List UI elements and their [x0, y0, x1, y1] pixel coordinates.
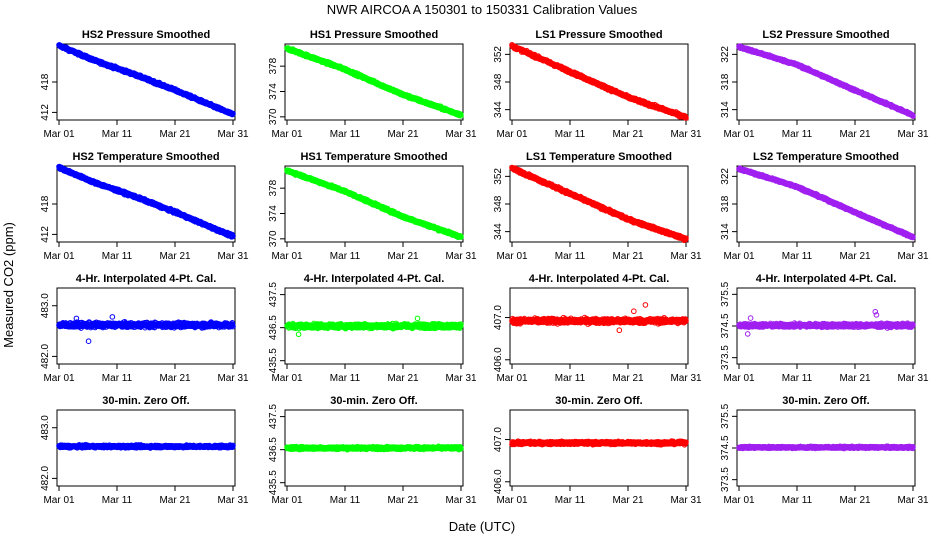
panel-title: LS1 Pressure Smoothed — [535, 29, 662, 41]
y-tick-label: 378 — [268, 57, 279, 74]
y-axis-label: Measured CO2 (ppm) — [1, 222, 16, 348]
panel-5: HS2 Temperature Smoothed 412 418 Mar 01 Mar … — [40, 151, 249, 262]
x-tick-label: Mar 31 — [445, 129, 477, 140]
x-tick-label: Mar 31 — [897, 129, 929, 140]
panel-2: HS1 Pressure Smoothed 370 374 378 Mar 01 Mar … — [268, 29, 477, 140]
data-points — [56, 163, 236, 240]
y-tick-label: 370 — [268, 108, 279, 125]
panel-7: LS1 Temperature Smoothed 344 348 352 Mar 01 M… — [493, 151, 702, 262]
panel-title: HS2 Pressure Smoothed — [82, 29, 210, 41]
data-point — [230, 110, 236, 117]
y-tick-label: 344 — [493, 101, 504, 118]
y-tick-label: 352 — [493, 46, 504, 63]
x-tick-label: Mar 21 — [159, 251, 191, 262]
x-tick-label: Mar 11 — [555, 129, 586, 140]
panel-4: LS2 Pressure Smoothed 314 318 322 Mar 01 Mar … — [720, 29, 929, 140]
x-tick-label: Mar 01 — [496, 251, 528, 262]
x-tick-label: Mar 11 — [330, 129, 361, 140]
y-tick-label: 374 — [268, 205, 279, 222]
y-tick-label: 348 — [493, 73, 504, 90]
x-tick-label: Mar 11 — [555, 251, 586, 262]
y-tick-label: 314 — [720, 101, 731, 118]
data-points — [509, 42, 689, 121]
x-tick-label: Mar 11 — [102, 129, 133, 140]
x-tick-label: Mar 01 — [723, 129, 755, 140]
data-points — [56, 42, 236, 118]
data-points — [284, 45, 464, 119]
figure-title: NWR AIRCOA A 150301 to 150331 Calibratio… — [327, 2, 638, 17]
y-tick-label: 322 — [720, 46, 731, 63]
panel-1: HS2 Pressure Smoothed 412 418 Mar 01 Mar 11 M… — [40, 29, 249, 140]
panel-title: LS2 Pressure Smoothed — [762, 29, 889, 41]
y-tick-label: 352 — [493, 168, 504, 185]
y-tick-label: 344 — [493, 223, 504, 240]
panel-6: HS1 Temperature Smoothed 370 374 378 Mar 01 M… — [268, 151, 477, 262]
y-tick-label: 318 — [720, 73, 731, 90]
x-tick-label: Mar 21 — [839, 129, 871, 140]
x-tick-label: Mar 01 — [271, 251, 303, 262]
panel-3: LS1 Pressure Smoothed 344 348 352 Mar 01 Mar … — [493, 29, 702, 140]
x-tick-label: Mar 21 — [612, 129, 644, 140]
panel-title: LS1 Temperature Smoothed — [526, 151, 672, 163]
y-tick-label: 412 — [40, 104, 51, 121]
x-tick-label: Mar 31 — [670, 129, 702, 140]
x-tick-label: Mar 11 — [330, 251, 361, 262]
x-tick-label: Mar 31 — [217, 251, 249, 262]
x-tick-label: Mar 31 — [670, 251, 702, 262]
x-tick-label: Mar 21 — [387, 251, 419, 262]
y-tick-label: 418 — [40, 195, 51, 212]
panel-grid: HS2 Pressure Smoothed 412 418 Mar 01 Mar 11 M… — [40, 29, 929, 506]
x-tick-label: Mar 01 — [271, 129, 303, 140]
y-tick-label: 412 — [40, 226, 51, 243]
x-tick-label: Mar 01 — [496, 129, 528, 140]
x-tick-label: Mar 21 — [387, 129, 419, 140]
data-points — [736, 43, 916, 120]
x-tick-label: Mar 21 — [159, 129, 191, 140]
y-tick-label: 370 — [268, 230, 279, 247]
y-tick-label: 418 — [40, 73, 51, 90]
x-tick-label: Mar 01 — [43, 129, 75, 140]
data-point — [458, 113, 464, 119]
x-tick-label: Mar 31 — [445, 251, 477, 262]
panel-title: HS1 Pressure Smoothed — [310, 29, 438, 41]
plot-frame — [284, 43, 464, 121]
x-tick-label: Mar 11 — [102, 251, 133, 262]
x-tick-label: Mar 01 — [43, 251, 75, 262]
data-points — [509, 164, 689, 244]
y-tick-label: 378 — [268, 179, 279, 196]
x-tick-label: Mar 31 — [217, 129, 249, 140]
panel-title: HS2 Temperature Smoothed — [72, 151, 219, 163]
x-axis-label: Date (UTC) — [449, 519, 515, 534]
panel-title: HS1 Temperature Smoothed — [300, 151, 447, 163]
y-tick-label: 374 — [268, 83, 279, 100]
data-points — [284, 167, 464, 241]
y-tick-label: 348 — [493, 195, 504, 212]
x-tick-label: Mar 11 — [782, 129, 813, 140]
data-point — [683, 115, 689, 121]
x-tick-label: Mar 21 — [612, 251, 644, 262]
